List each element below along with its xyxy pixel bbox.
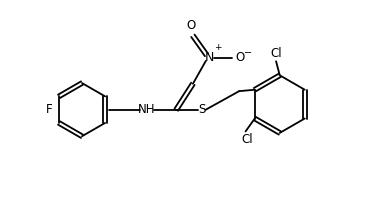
Text: +: + (214, 43, 221, 52)
Text: Cl: Cl (270, 47, 282, 60)
Text: S: S (198, 103, 206, 116)
Text: F: F (46, 103, 52, 116)
Text: −: − (244, 48, 252, 58)
Text: O: O (186, 19, 196, 32)
Text: N: N (205, 52, 214, 64)
Text: Cl: Cl (242, 133, 253, 146)
Text: NH: NH (138, 103, 155, 116)
Text: O: O (235, 52, 244, 64)
